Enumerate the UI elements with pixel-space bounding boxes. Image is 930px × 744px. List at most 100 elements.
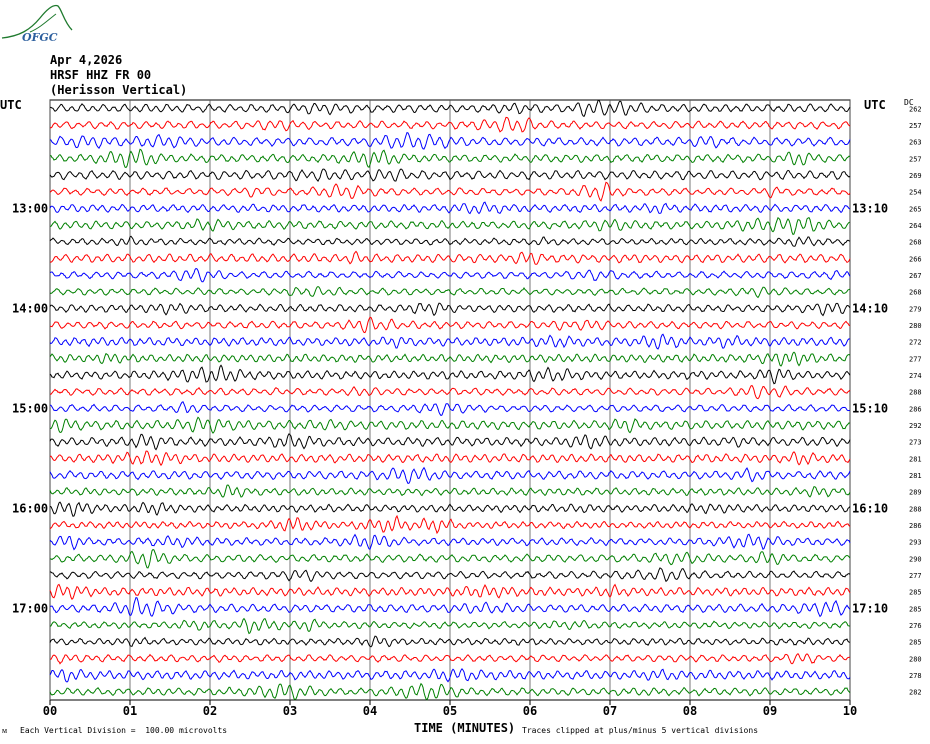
dc-offset-label: 285 — [909, 605, 922, 613]
seismic-trace — [50, 99, 851, 118]
dc-offset-label: 285 — [909, 589, 922, 597]
x-tick-label: 06 — [523, 704, 537, 718]
mountain-shape — [1, 4, 73, 39]
dc-offset-label: 278 — [909, 672, 922, 680]
logo-text: OFGC — [22, 31, 58, 44]
dc-offset-label: 257 — [909, 155, 922, 163]
dc-offset-label: 281 — [909, 472, 922, 480]
dc-offset-label: 281 — [909, 455, 922, 463]
dc-offset-label: 272 — [909, 339, 922, 347]
seismic-trace — [49, 286, 851, 299]
x-tick-label: 03 — [283, 704, 297, 718]
seismic-trace — [49, 682, 851, 701]
station-code: HRSF HHZ FR 00 — [50, 68, 152, 82]
dc-label: DC — [904, 98, 914, 107]
dc-offset-label: 276 — [909, 622, 922, 630]
left-time-label: 14:00 — [12, 301, 48, 315]
dc-offset-label: 290 — [909, 555, 922, 563]
right-time-label: 16:10 — [852, 501, 888, 515]
dc-offset-label: 292 — [909, 422, 922, 430]
dc-offset-label: 273 — [909, 439, 922, 447]
ofgc-logo: OFGC — [0, 0, 80, 49]
dc-offset-label: 266 — [909, 255, 922, 263]
dc-offset-label: 279 — [909, 305, 922, 313]
seismic-trace — [49, 250, 851, 265]
dc-offset-label: 267 — [909, 272, 922, 280]
x-tick-label: 04 — [363, 704, 377, 718]
right-utc-label: UTC — [864, 98, 886, 112]
dc-offset-label: 286 — [909, 405, 922, 413]
dc-offset-label: 282 — [909, 689, 922, 697]
x-tick-label: 10 — [843, 704, 857, 718]
seismic-trace — [49, 583, 851, 601]
corner-mark: ᴍ — [2, 726, 8, 735]
seismic-trace — [49, 635, 851, 648]
scale-note: Each Vertical Division = 100.00 microvol… — [20, 726, 228, 735]
seismic-trace — [49, 116, 851, 133]
dc-offset-label: 264 — [909, 222, 922, 230]
dc-offset-label: 289 — [909, 489, 922, 497]
seismic-trace — [50, 652, 851, 665]
seismic-trace — [49, 617, 851, 635]
right-time-label: 15:10 — [852, 401, 888, 415]
left-time-label: 17:00 — [12, 601, 48, 615]
dc-offset-label: 277 — [909, 572, 922, 580]
x-tick-label: 08 — [683, 704, 697, 718]
seismic-trace — [49, 401, 851, 417]
record-date: Apr 4,2026 — [50, 53, 123, 67]
station-location: (Herisson Vertical) — [50, 83, 188, 97]
seismic-trace — [49, 567, 851, 583]
dc-offset-label: 280 — [909, 322, 922, 330]
label-layer: 00 01 02 03 04 05 06 07 08 09 10 262 257 263 257 269 254… — [12, 105, 922, 718]
right-time-label: 17:10 — [852, 601, 888, 615]
seismic-trace — [49, 131, 851, 150]
seismic-trace — [49, 168, 851, 182]
dc-offset-label: 254 — [909, 189, 922, 197]
dc-offset-label: 274 — [909, 372, 922, 380]
seismic-trace — [49, 216, 851, 236]
seismic-trace — [49, 548, 851, 569]
seismic-trace — [49, 201, 851, 215]
x-tick-label: 05 — [443, 704, 457, 718]
seismic-trace — [49, 384, 851, 400]
left-utc-label: UTC — [0, 98, 22, 112]
dc-offset-label: 257 — [909, 122, 922, 130]
seismic-trace — [49, 351, 851, 367]
seismic-trace — [49, 533, 851, 551]
right-time-label: 14:10 — [852, 301, 888, 315]
dc-offset-label: 268 — [909, 289, 922, 297]
seismic-trace — [49, 667, 851, 683]
x-tick-label: 02 — [203, 704, 217, 718]
seismic-trace — [49, 596, 851, 618]
dc-offset-label: 293 — [909, 539, 922, 547]
dc-offset-label: 269 — [909, 172, 922, 180]
seismic-trace — [49, 333, 851, 350]
dc-offset-label: 263 — [909, 139, 922, 147]
dc-offset-label: 288 — [909, 389, 922, 397]
seismic-trace — [49, 316, 851, 334]
dc-offset-label: 280 — [909, 655, 922, 663]
left-time-label: 13:00 — [12, 201, 48, 215]
x-axis-title: TIME (MINUTES) — [414, 721, 516, 735]
seismic-trace — [49, 364, 851, 385]
seismic-trace — [49, 514, 851, 535]
clip-note: Traces clipped at plus/minus 5 vertical … — [522, 726, 759, 735]
grid-layer — [49, 99, 851, 705]
dc-offset-label: 262 — [909, 105, 922, 113]
seismic-trace — [49, 433, 851, 451]
left-time-label: 15:00 — [12, 401, 48, 415]
x-tick-label: 09 — [763, 704, 777, 718]
left-time-label: 16:00 — [12, 501, 48, 515]
x-tick-label: 01 — [123, 704, 137, 718]
seismic-trace — [49, 416, 851, 434]
seismic-trace — [49, 148, 851, 169]
dc-offset-label: 265 — [909, 205, 922, 213]
seismic-trace — [49, 235, 851, 247]
mountain-shape-inner — [29, 13, 57, 33]
seismic-trace — [49, 302, 851, 317]
x-tick-label: 00 — [43, 704, 57, 718]
seismic-trace — [49, 466, 851, 484]
seismic-trace — [49, 501, 851, 517]
dc-offset-label: 286 — [909, 522, 922, 530]
